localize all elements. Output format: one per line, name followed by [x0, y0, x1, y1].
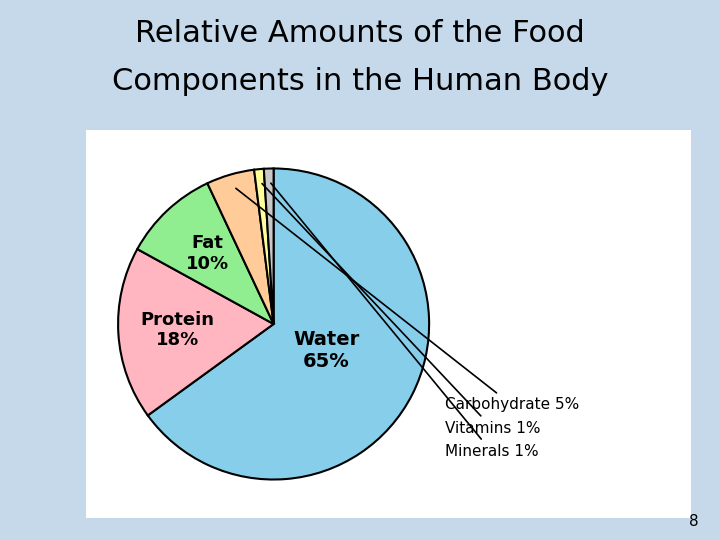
Text: Relative Amounts of the Food: Relative Amounts of the Food	[135, 19, 585, 48]
Text: Minerals 1%: Minerals 1%	[271, 183, 539, 459]
Wedge shape	[254, 169, 274, 324]
Text: Fat
10%: Fat 10%	[186, 234, 229, 273]
Text: 8: 8	[689, 514, 698, 529]
Wedge shape	[138, 183, 274, 324]
Text: Protein
18%: Protein 18%	[140, 310, 215, 349]
Text: Vitamins 1%: Vitamins 1%	[262, 184, 540, 436]
Wedge shape	[207, 170, 274, 324]
Text: Water
65%: Water 65%	[293, 330, 359, 372]
Wedge shape	[264, 168, 274, 324]
Wedge shape	[118, 249, 274, 415]
Wedge shape	[148, 168, 429, 480]
Text: Components in the Human Body: Components in the Human Body	[112, 68, 608, 97]
Text: Carbohydrate 5%: Carbohydrate 5%	[236, 188, 579, 413]
